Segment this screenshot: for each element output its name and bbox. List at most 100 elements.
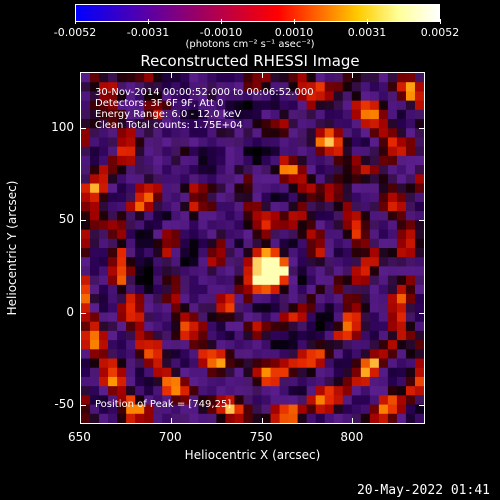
heatmap-cell [414,220,424,231]
heatmap-cell [207,413,217,423]
heatmap-cell [180,312,190,323]
heatmap-cell [387,330,398,341]
heatmap-cell [342,192,353,203]
heatmap-cell [126,238,136,249]
heatmap-cell [306,229,317,240]
heatmap-cell [360,284,371,295]
heatmap-cell [207,155,217,166]
y-tick-mark [419,127,425,129]
heatmap-cell [117,284,127,295]
heatmap-cell [414,73,424,83]
heatmap-cell [333,395,344,406]
heatmap-cell [108,146,118,157]
heatmap-cell [90,312,100,323]
heatmap-cell [216,349,226,360]
colorbar-tick [367,19,368,24]
heatmap-cell [396,349,407,360]
heatmap-cell [90,211,100,221]
heatmap-cell [180,330,190,341]
heatmap-cell [180,229,190,240]
heatmap-cell [342,349,353,360]
heatmap-cell [360,340,371,350]
heatmap-cell [144,413,154,423]
heatmap-cell [207,109,217,120]
y-tick-mark [419,220,425,222]
heatmap-cell [324,183,335,194]
heatmap-cell [225,312,235,323]
heatmap-cell [252,165,263,175]
heatmap-cell [405,192,416,203]
heatmap-cell [216,238,226,249]
datestamp: 20-May-2022 01:41 [356,483,490,498]
heatmap-cell [315,404,326,415]
heatmap-cell [342,201,353,212]
heatmap-cell [108,109,118,120]
heatmap-cell [108,155,118,166]
heatmap-cell [369,413,380,423]
heatmap-cell [387,312,398,323]
heatmap-cell [144,367,154,378]
heatmap-cell [324,386,335,396]
heatmap-cell [234,229,244,240]
heatmap-cell [306,201,317,212]
heatmap-cell [99,201,109,212]
heatmap-cell [180,192,190,203]
heatmap-cell [252,109,263,120]
heatmap-cell [117,248,127,258]
heatmap-cell [369,395,380,406]
heatmap-cell [144,174,154,185]
heatmap-cell [108,119,118,129]
heatmap-cell [90,229,100,240]
heatmap-cell [243,137,253,148]
heatmap-cell [342,100,353,111]
heatmap-cell [396,211,407,221]
heatmap-cell [333,91,344,102]
heatmap-cell [306,386,317,396]
heatmap-cell [333,367,344,378]
heatmap-cell [189,165,199,175]
heatmap-cell [171,349,181,360]
heatmap-cell [216,128,226,138]
heatmap-cell [315,119,326,129]
heatmap-cell [369,303,380,313]
heatmap-cell [396,404,407,415]
heatmap-cell [261,321,272,332]
heatmap-cell [378,330,389,341]
heatmap-cell [342,376,353,387]
heatmap-cell [324,349,335,360]
heatmap-cell [135,312,145,323]
heatmap-cell [234,321,244,332]
heatmap-cell [342,109,353,120]
heatmap-cell [270,312,281,323]
heatmap-cell [144,340,154,350]
heatmap-cell [414,266,424,277]
heatmap-cell [243,174,253,185]
heatmap-cell [342,146,353,157]
heatmap-cell [369,312,380,323]
heatmap-cell [207,395,217,406]
heatmap-cell [117,358,127,369]
heatmap-cell [270,82,281,92]
heatmap-cell [171,174,181,185]
heatmap-cell [405,174,416,185]
heatmap-cell [333,266,344,277]
heatmap-cell [81,257,91,267]
heatmap-cell [99,386,109,396]
heatmap-cell [162,413,172,423]
heatmap-cell [297,119,308,129]
heatmap-cell [144,100,154,111]
heatmap-cell [225,248,235,258]
heatmap-cell [90,128,100,138]
heatmap-cell [135,376,145,387]
heatmap-cell [180,91,190,102]
heatmap-cell [270,73,281,83]
heatmap-cell [162,91,172,102]
heatmap-cell [117,128,127,138]
heatmap-cell [261,183,272,194]
heatmap-cell [207,165,217,175]
heatmap-cell [252,100,263,111]
heatmap-cell [261,376,272,387]
heatmap-cell [99,349,109,360]
heatmap-cell [288,349,299,360]
heatmap-cell [405,119,416,129]
